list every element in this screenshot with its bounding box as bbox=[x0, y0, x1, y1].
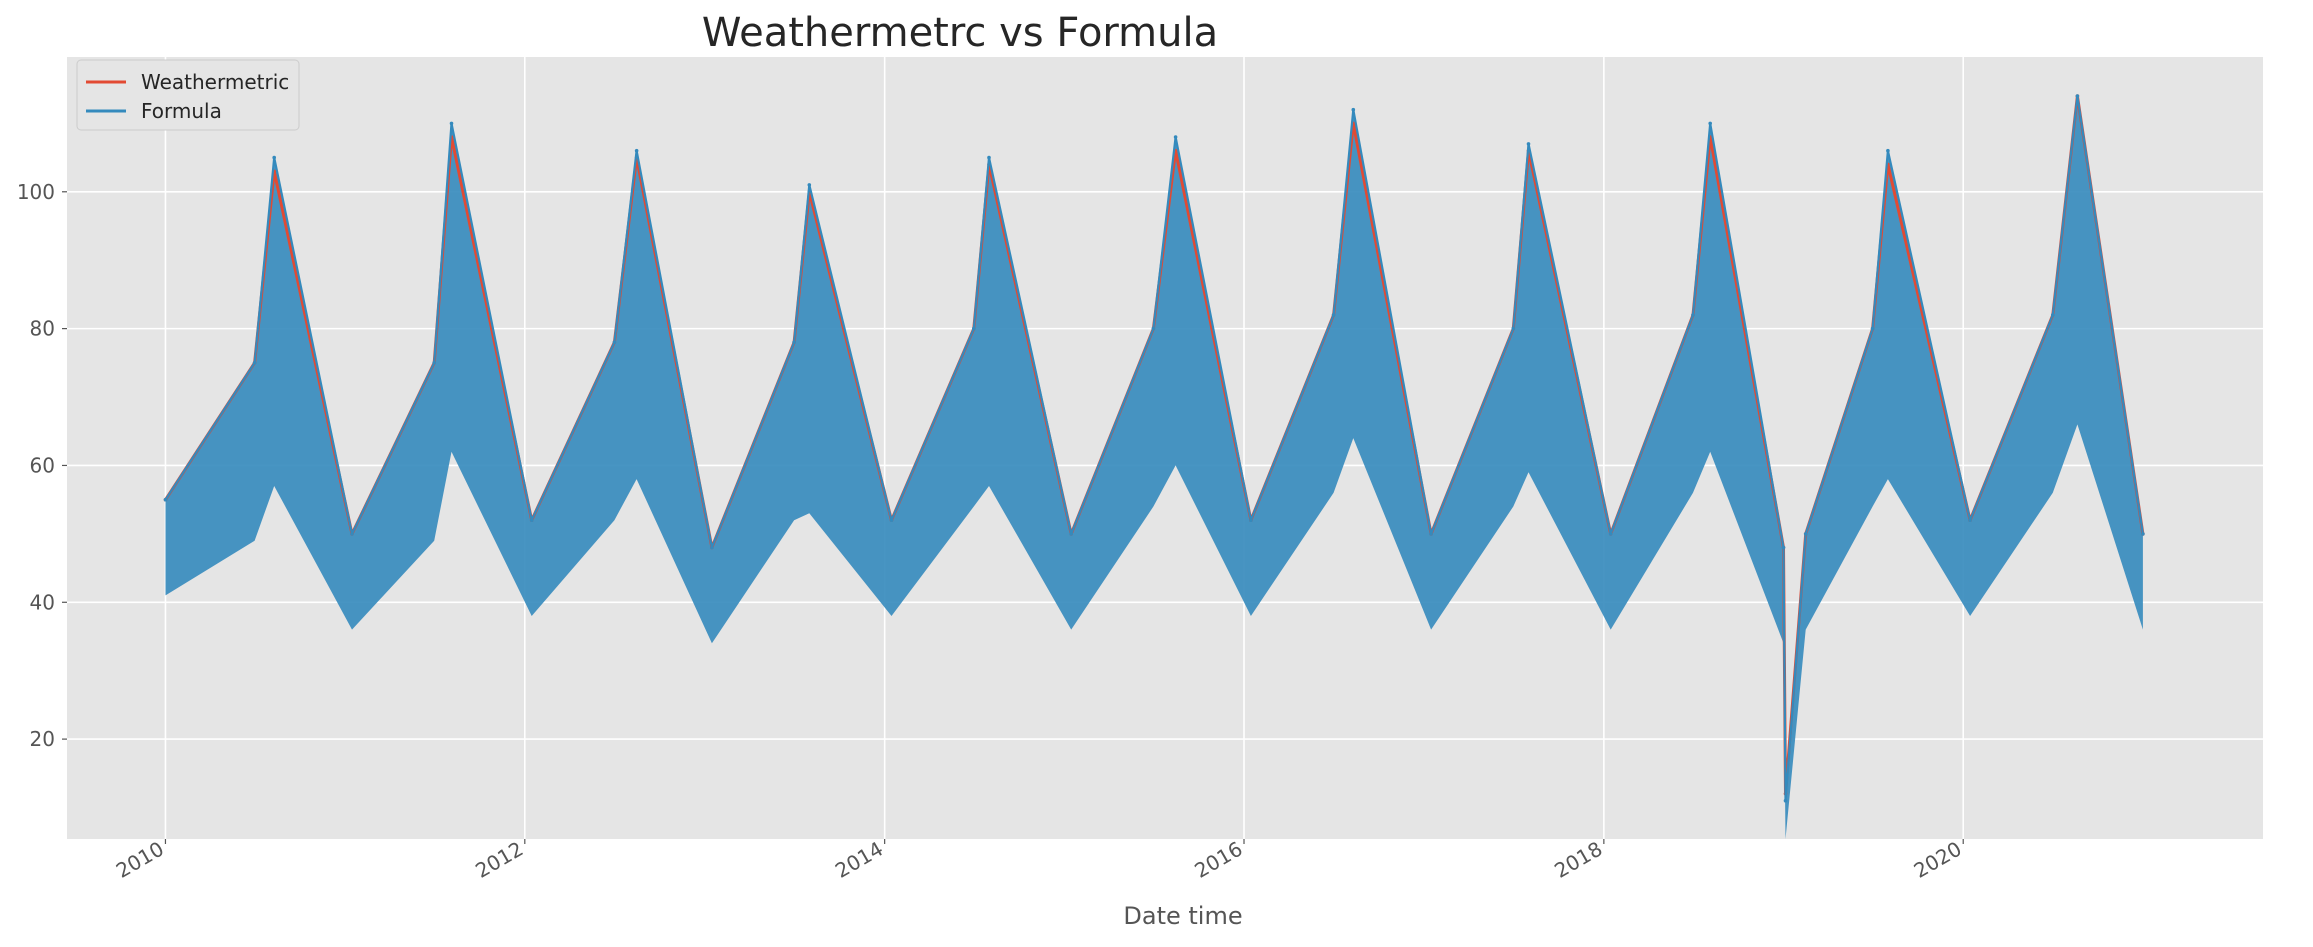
y-tick-label-80: 80 bbox=[30, 317, 55, 341]
series-point-formula bbox=[1708, 121, 1712, 126]
series-point-formula bbox=[252, 361, 257, 365]
series-point-formula bbox=[1968, 518, 1972, 522]
x-tick-label-2014: 2014 bbox=[831, 837, 887, 883]
series-point-formula bbox=[1886, 148, 1890, 153]
series-point-formula bbox=[792, 340, 796, 345]
series-point-formula bbox=[612, 340, 617, 345]
series-point-formula bbox=[1429, 532, 1433, 536]
series-point-formula bbox=[1608, 532, 1613, 536]
series-point-formula bbox=[1870, 326, 1875, 331]
series-point-formula bbox=[1511, 326, 1516, 331]
series-point-formula bbox=[710, 545, 714, 550]
series-point-formula bbox=[634, 148, 639, 153]
x-tick-label-2018: 2018 bbox=[1550, 837, 1606, 883]
series-point-formula bbox=[2075, 94, 2080, 98]
series-point-formula bbox=[1781, 545, 1786, 550]
series-point-formula bbox=[529, 518, 534, 522]
series-point-formula bbox=[889, 518, 894, 522]
legend-box bbox=[76, 59, 300, 131]
series-point-formula bbox=[1783, 798, 1788, 803]
y-tick-label-40: 40 bbox=[30, 590, 55, 614]
series-point-formula bbox=[1249, 518, 1253, 522]
series-point-formula bbox=[987, 155, 991, 160]
series-point-formula bbox=[272, 155, 277, 160]
series-point-formula bbox=[163, 497, 168, 502]
x-tick-label-2020: 2020 bbox=[1910, 837, 1966, 883]
legend: Weathermetric Formula bbox=[76, 59, 300, 131]
series-point-formula bbox=[1069, 532, 1073, 536]
x-tick-label-2012: 2012 bbox=[471, 837, 527, 883]
legend-label-formula: Formula bbox=[141, 99, 222, 123]
legend-label-weathermetric: Weathermetric bbox=[141, 70, 289, 94]
series-point-formula bbox=[1691, 313, 1695, 317]
series-lines bbox=[163, 94, 2145, 803]
series-point-formula bbox=[1803, 532, 1808, 536]
y-tick-label-60: 60 bbox=[30, 453, 55, 477]
series-point-formula bbox=[1526, 142, 1531, 146]
series-point-formula bbox=[1151, 326, 1156, 331]
y-tick-label-100: 100 bbox=[17, 180, 55, 204]
y-tick-label-20: 20 bbox=[30, 727, 55, 751]
x-axis-label: Date time bbox=[1123, 902, 1242, 930]
series-point-formula bbox=[972, 326, 976, 331]
series-point-formula bbox=[2051, 313, 2055, 317]
series-line-formula bbox=[164, 94, 2144, 802]
series-point-formula bbox=[807, 183, 812, 187]
series-point-formula bbox=[1351, 107, 1356, 112]
x-tick-label-2016: 2016 bbox=[1190, 837, 1246, 883]
chart-title: Weathermetrc vs Formula bbox=[702, 10, 1218, 56]
series-point-formula bbox=[1173, 135, 1178, 139]
series-point-formula bbox=[350, 532, 354, 536]
series-point-formula bbox=[1331, 313, 1336, 317]
series-point-formula bbox=[2141, 532, 2145, 536]
series-point-formula bbox=[432, 361, 437, 365]
x-tick-label-2010: 2010 bbox=[112, 837, 168, 883]
series-point-formula bbox=[449, 121, 454, 126]
